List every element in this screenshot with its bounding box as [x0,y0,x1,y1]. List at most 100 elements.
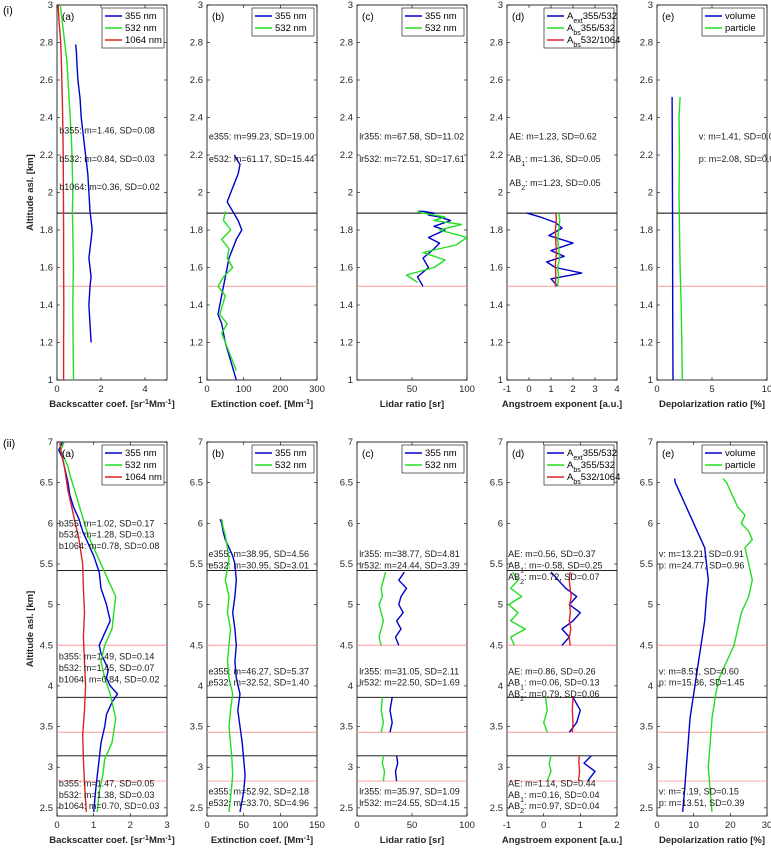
y-tick-label: 4.5 [40,640,53,651]
annotation: lr355: m=35.97, SD=1.09 [359,787,460,797]
y-tick-label: 2.5 [190,803,203,814]
y-tick-label: 3.5 [490,722,503,733]
legend-label: Aext355/532 [567,448,617,462]
annotation: AB1: m=1.36, SD=0.05 [509,154,600,168]
panel-tag: (b) [212,12,224,23]
series-line [217,211,237,371]
series-line [217,154,243,380]
y-tick-label: 1.8 [490,225,503,236]
annotation: b355: m=1.49, SD=0.14 [59,652,155,662]
plot-frame [506,4,618,381]
annotation: lr532: m=22.50, SD=1.69 [359,678,460,688]
chart-panel: 1 1.2 1.4 1.6 1.8 2 2.2 2.4 2.6 2.8 3 0 5 10 Depolariz… [640,0,771,410]
annotation: AB2: m=1.23, SD=0.05 [509,178,600,192]
x-tick-label: 0 [541,820,546,831]
y-tick-label: 6.5 [40,478,53,489]
chart-panel: 2.5 3 3.5 4 4.5 5 5.5 6 6.5 7 -1 0 1 2 Angstroem expon… [490,437,622,846]
y-tick-label: 7 [498,437,503,448]
legend-label: 1064 nm [125,35,162,46]
y-tick-label: 2.2 [190,150,203,161]
y-tick-label: 4 [648,681,653,692]
legend-label: 532 nm [275,460,307,471]
annotation: b355: m=1.47, SD=0.05 [59,778,155,788]
chart-panel: 1 1.2 1.4 1.6 1.8 2 2.2 2.4 2.6 2.8 3 50 100 Lidar ra… [340,0,475,410]
y-tick-label: 5.5 [640,559,653,570]
panel-tag: (d) [512,449,524,460]
plot-frame [656,441,768,817]
y-tick-label: 6 [648,518,653,529]
legend [251,444,315,474]
y-tick-label: 1.2 [190,338,203,349]
x-axis-label: Depolarization ratio [%] [659,835,765,846]
legend-label: 532 nm [125,460,157,471]
y-tick-label: 3 [348,762,353,773]
y-tick-label: 2.2 [340,150,353,161]
x-tick-label: 0 [54,820,59,831]
plot-frame [206,441,318,817]
x-tick-label: 50 [238,820,249,831]
x-axis-label: Angstroem exponent [a.u.] [502,399,622,410]
chart-panel: 2.5 3 3.5 4 4.5 5 5.5 6 6.5 7 0 10 20 30 Depolarizatio… [640,437,771,846]
annotation: AE: m=0.56, SD=0.37 [508,549,596,559]
series-line [381,755,386,782]
chart-panel: 1 1.2 1.4 1.6 1.8 2 2.2 2.4 2.6 2.8 3 -1 0 1 2 3 4 Angstr… [490,0,622,410]
y-tick-label: 4 [348,681,353,692]
y-axis-label: Altitude asl. [km] [25,591,36,668]
y-tick-label: 1 [198,375,203,386]
series-line [678,96,683,380]
y-tick-label: 3.5 [640,722,653,733]
annotation: v: m=8.51, SD=0.60 [659,666,739,676]
series-line [550,571,581,646]
y-tick-label: 3 [498,762,503,773]
x-tick-label: 2 [614,820,619,831]
y-tick-label: 1.6 [190,263,203,274]
series-line [526,212,583,287]
x-tick-label: 300 [309,384,325,395]
x-tick-label: 2 [570,384,575,395]
y-tick-label: 3 [648,0,653,11]
legend [401,7,465,37]
chart-panel: 2.5 3 3.5 4 4.5 5 5.5 6 6.5 7 0 50 100 Lidar ratio [s… [340,437,475,846]
x-tick-label: 2 [128,820,133,831]
legend-label: particle [725,460,756,471]
legend-label: 532 nm [425,23,457,34]
x-tick-label: 0 [54,384,59,395]
annotation: e355: m=99.23, SD=19.00 [209,131,315,141]
legend-label: 532 nm [125,23,157,34]
legend [401,444,465,474]
x-tick-label: 4 [142,384,147,395]
series-line [57,5,65,380]
y-tick-label: 1.8 [340,225,353,236]
legend-label: 355 nm [125,448,157,459]
y-tick-label: 2.2 [490,150,503,161]
y-tick-label: 2.6 [340,75,353,86]
legend-label: 355 nm [425,448,457,459]
y-tick-label: 3 [48,762,53,773]
y-tick-label: 5 [348,600,353,611]
chart-panel: 1 1.2 1.4 1.6 1.8 2 2.2 2.4 2.6 2.8 3 0 2 4 Backscatte… [25,0,175,410]
series-line [577,755,581,782]
x-axis-label: Backscatter coef. [sr-1Mm-1] [49,399,174,411]
y-tick-label: 5 [48,600,53,611]
annotation: b355: m=1.02, SD=0.17 [59,518,155,528]
y-tick-label: 6.5 [640,478,653,489]
y-tick-label: 5.5 [490,559,503,570]
annotation: e532: m=61.17, SD=15.44 [209,154,315,164]
series-line [568,572,572,646]
y-tick-label: 6 [48,518,53,529]
y-tick-label: 2.4 [490,113,503,124]
annotation: p: m=2.08, SD=0.06 [699,154,771,164]
legend-label: 532 nm [425,460,457,471]
annotation: b355: m=1.46, SD=0.08 [59,126,155,136]
x-tick-label: 0 [654,820,659,831]
y-tick-label: 4 [48,681,53,692]
y-tick-label: 3 [198,762,203,773]
legend [251,7,315,37]
annotation: AB1: m=0.16, SD=0.04 [508,790,599,804]
legend-label: Abs532/1064 [567,472,620,486]
annotation: v: m=13.21, SD=0.91 [659,549,744,559]
y-tick-label: 2.6 [40,75,53,86]
y-tick-label: 3 [648,762,653,773]
annotation: v: m=7.19, SD=0.15 [659,787,739,797]
